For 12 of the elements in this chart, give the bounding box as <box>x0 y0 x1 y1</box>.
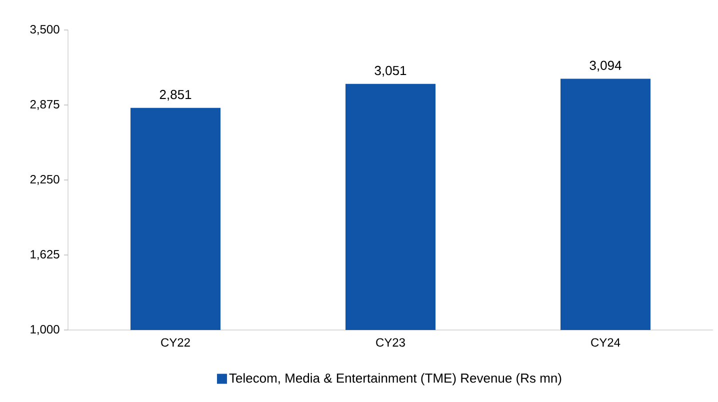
x-tick-label: CY24 <box>591 338 620 347</box>
x-tick-label: CY22 <box>161 338 190 347</box>
data-label: 3,094 <box>590 60 622 72</box>
y-tick-label: 1,000 <box>30 325 60 335</box>
data-label: 3,051 <box>374 66 406 77</box>
y-tick-label: 3,500 <box>30 25 60 35</box>
x-tick-label: CY23 <box>376 338 405 347</box>
y-tick-label: 2,250 <box>30 175 60 185</box>
y-tick-label: 2,875 <box>30 100 60 110</box>
data-label: 2,851 <box>160 90 192 101</box>
y-tick-label: 1,625 <box>30 250 60 260</box>
legend-label: Telecom, Media & Entertainment (TME) Revenue (Rs mn) <box>229 373 562 386</box>
